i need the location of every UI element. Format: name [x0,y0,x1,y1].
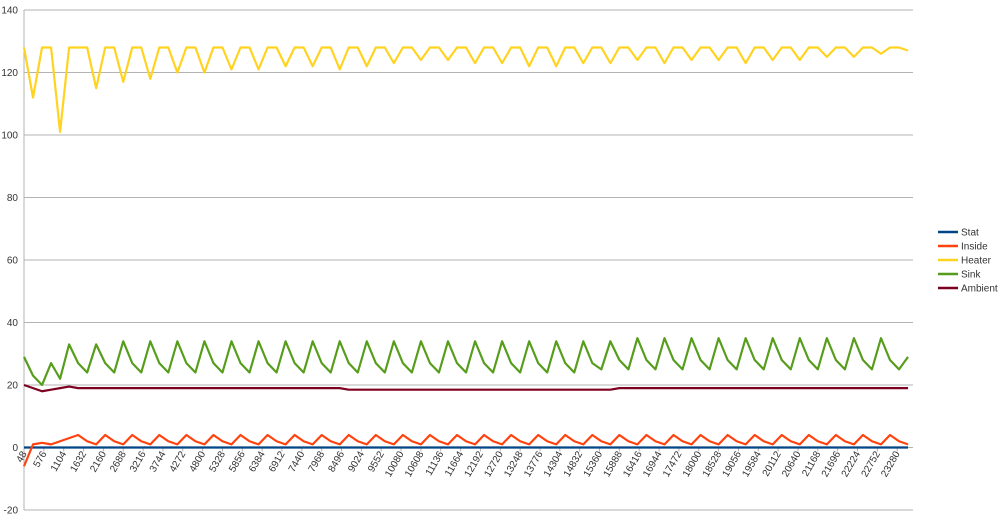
x-tick-label: 23280 [879,449,903,479]
y-tick-label: 120 [1,68,18,79]
y-tick-label: 140 [1,6,18,17]
series-line [23,383,909,393]
x-tick-label: 5856 [227,449,248,474]
x-tick-label: 1104 [49,449,69,474]
y-tick-label: -20 [4,506,19,517]
legend-label: Inside [961,242,988,253]
x-tick-label: 4272 [168,449,189,474]
x-tick-label: 7440 [287,449,308,474]
x-tick-label: 7968 [307,449,328,474]
y-tick-label: 20 [7,381,19,392]
legend-label: Sink [961,270,981,281]
x-tick-label: 8496 [326,449,347,474]
x-tick-label: 5328 [207,449,228,474]
x-tick-label: 1632 [68,449,89,474]
x-tick-label: 576 [32,449,50,469]
series-line [22,433,909,467]
x-tick-label: 2160 [88,449,109,474]
y-tick-label: 80 [7,193,19,204]
legend-label: Heater [961,256,992,267]
legend-label: Stat [961,228,979,239]
x-tick-label: 3216 [128,449,149,474]
x-tick-label: 6912 [267,449,288,474]
x-tick-label: 20640 [780,449,804,479]
legend-label: Ambient [961,284,998,295]
y-tick-label: 40 [7,318,19,329]
y-tick-label: 60 [7,256,19,267]
x-tick-label: 4800 [188,449,209,474]
x-tick-label: 3744 [148,449,169,474]
x-tick-label: 2688 [108,449,129,474]
y-tick-label: 100 [1,131,18,142]
x-tick-label: 6384 [247,449,268,474]
x-tick-label: 9024 [346,449,367,474]
y-tick-label: 0 [12,443,18,454]
series-line [23,337,909,387]
series-line [22,46,909,133]
x-tick-label: 19584 [740,449,764,479]
x-tick-label: 10608 [403,449,427,479]
